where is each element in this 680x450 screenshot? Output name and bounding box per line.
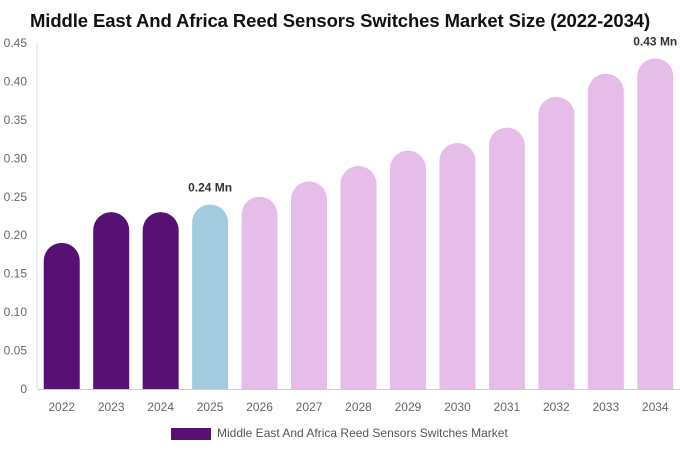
x-tick-label: 2022 xyxy=(48,400,75,414)
x-tick-label: 2031 xyxy=(494,400,521,414)
y-tick-label: 0.15 xyxy=(4,267,28,281)
y-tick-label: 0.10 xyxy=(4,305,28,319)
x-tick-label: 2024 xyxy=(147,400,174,414)
bar xyxy=(241,196,278,389)
bar xyxy=(488,127,525,389)
y-tick-label: 0.35 xyxy=(4,113,28,127)
x-tick-label: 2034 xyxy=(642,400,669,414)
bar xyxy=(637,58,674,389)
bar xyxy=(43,242,80,389)
bar xyxy=(291,181,328,389)
y-tick-label: 0 xyxy=(20,382,27,396)
bar xyxy=(587,73,624,389)
x-tick-label: 2028 xyxy=(345,400,372,414)
data-label: 0.43 Mn xyxy=(633,34,677,48)
x-tick-label: 2033 xyxy=(592,400,619,414)
bar xyxy=(142,212,179,389)
y-tick-label: 0.40 xyxy=(4,74,28,88)
data-labels: 0.24 Mn 0.43 Mn xyxy=(188,34,677,194)
y-tick-label: 0.30 xyxy=(4,151,28,165)
bar xyxy=(389,150,426,389)
legend-label: Middle East And Africa Reed Sensors Swit… xyxy=(217,426,508,440)
bar xyxy=(93,212,130,389)
data-label: 0.24 Mn xyxy=(188,180,232,194)
legend: Middle East And Africa Reed Sensors Swit… xyxy=(0,426,680,442)
legend-swatch xyxy=(171,428,211,440)
y-axis: 0 0.05 0.10 0.15 0.20 0.25 0.30 0.35 0.40 0.45 xyxy=(4,36,38,396)
bars xyxy=(43,58,674,390)
x-tick-label: 2023 xyxy=(98,400,125,414)
y-tick-label: 0.05 xyxy=(4,344,28,358)
bar xyxy=(340,166,377,389)
x-tick-label: 2032 xyxy=(543,400,570,414)
bar xyxy=(192,204,229,389)
y-tick-label: 0.45 xyxy=(4,36,28,50)
x-axis: 2022 2023 2024 2025 2026 2027 2028 2029 2030 2031… xyxy=(37,389,680,414)
x-tick-label: 2026 xyxy=(246,400,273,414)
x-tick-label: 2025 xyxy=(197,400,224,414)
chart-title: Middle East And Africa Reed Sensors Swit… xyxy=(29,10,651,31)
x-tick-label: 2029 xyxy=(395,400,422,414)
x-tick-label: 2027 xyxy=(296,400,323,414)
y-tick-label: 0.20 xyxy=(4,228,28,242)
bar xyxy=(439,142,476,389)
bar xyxy=(538,96,575,390)
x-tick-label: 2030 xyxy=(444,400,471,414)
y-tick-label: 0.25 xyxy=(4,190,28,204)
